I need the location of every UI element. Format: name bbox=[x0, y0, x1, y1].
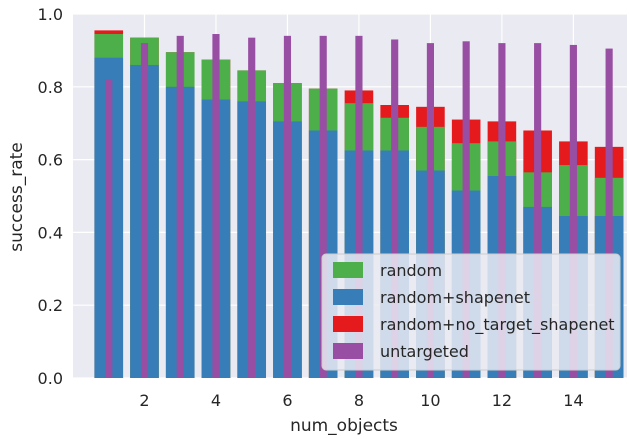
bar-untargeted bbox=[248, 37, 256, 378]
bar-untargeted bbox=[319, 35, 327, 379]
x-tick-label: 8 bbox=[354, 391, 364, 410]
y-tick-labels: 0.0 0.2 0.4 0.6 0.8 1.0 bbox=[38, 5, 63, 388]
legend-swatch bbox=[333, 316, 363, 332]
legend-swatch bbox=[333, 289, 363, 305]
y-tick-label: 0.6 bbox=[38, 151, 63, 170]
bar-untargeted bbox=[176, 35, 184, 379]
bar-untargeted bbox=[391, 39, 399, 378]
y-tick-label: 0.2 bbox=[38, 296, 63, 315]
legend-label: random+no_target_shapenet bbox=[380, 315, 615, 335]
x-tick-label: 4 bbox=[211, 391, 221, 410]
x-tick-label: 12 bbox=[492, 391, 512, 410]
legend-box bbox=[321, 253, 621, 371]
bar-untargeted bbox=[605, 48, 613, 379]
bar-untargeted bbox=[140, 43, 149, 379]
y-tick-label: 1.0 bbox=[38, 5, 63, 24]
x-tick-labels: 2 4 6 8 10 12 14 bbox=[139, 391, 583, 410]
x-axis-label: num_objects bbox=[290, 416, 398, 436]
y-tick-label: 0.0 bbox=[38, 369, 63, 388]
legend-swatch bbox=[333, 262, 363, 278]
y-axis-label: success_rate bbox=[7, 142, 27, 252]
bar-untargeted bbox=[105, 79, 113, 379]
y-tick-label: 0.4 bbox=[38, 223, 63, 242]
legend: random random+shapenet random+no_target_sh… bbox=[321, 253, 621, 371]
bar-untargeted bbox=[355, 35, 363, 379]
x-tick-label: 14 bbox=[563, 391, 583, 410]
legend-swatch bbox=[333, 343, 363, 359]
bar-untargeted bbox=[212, 34, 220, 379]
legend-label: untargeted bbox=[380, 342, 469, 361]
bar-untargeted bbox=[283, 35, 292, 379]
x-tick-label: 2 bbox=[139, 391, 149, 410]
x-tick-label: 10 bbox=[420, 391, 440, 410]
bar-untargeted bbox=[426, 43, 434, 379]
x-tick-label: 6 bbox=[282, 391, 292, 410]
legend-label: random+shapenet bbox=[380, 288, 530, 307]
bar-untargeted bbox=[498, 43, 506, 379]
bar-untargeted bbox=[569, 44, 577, 378]
bar-untargeted bbox=[462, 41, 470, 379]
bar-untargeted bbox=[534, 43, 542, 379]
y-tick-label: 0.8 bbox=[38, 78, 63, 97]
legend-label: random bbox=[380, 261, 442, 280]
